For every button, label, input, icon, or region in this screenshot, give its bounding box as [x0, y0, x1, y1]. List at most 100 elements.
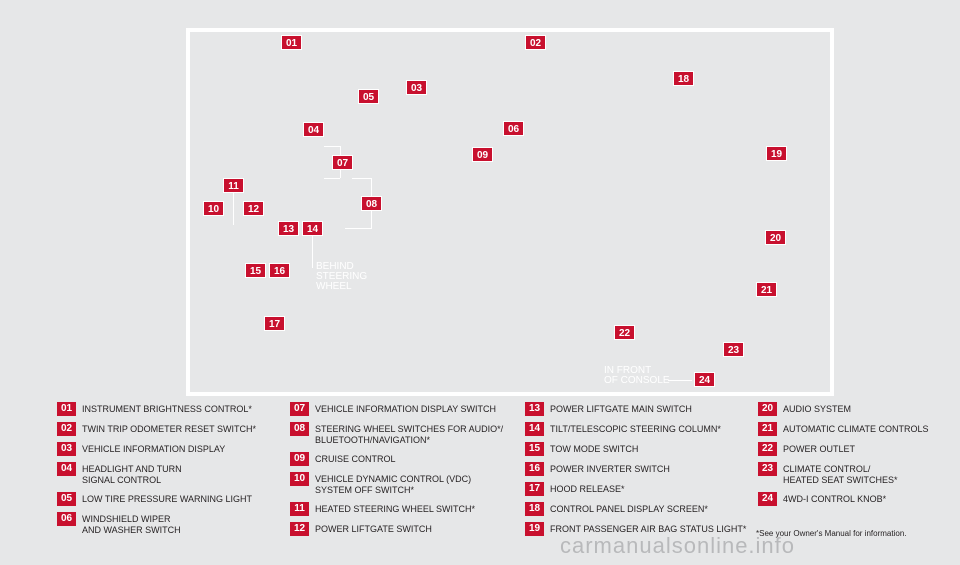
legend-label: TOW MODE SWITCH [550, 444, 639, 454]
legend-item: 01 INSTRUMENT BRIGHTNESS CONTROL* [57, 402, 277, 416]
legend-item: 13 POWER LIFTGATE MAIN SWITCH [525, 402, 760, 416]
marker-06[interactable]: 06 [503, 121, 524, 136]
marker-07[interactable]: 07 [332, 155, 353, 170]
legend-label: WINDSHIELD WIPER AND WASHER SWITCH [82, 514, 181, 535]
marker-05[interactable]: 05 [358, 89, 379, 104]
legend-number: 09 [290, 452, 309, 466]
legend-item: 12 POWER LIFTGATE SWITCH [290, 522, 525, 536]
marker-22[interactable]: 22 [614, 325, 635, 340]
legend-column-1: 01 INSTRUMENT BRIGHTNESS CONTROL* 02 TWIN … [57, 402, 277, 542]
legend-item: 11 HEATED STEERING WHEEL SWITCH* [290, 502, 525, 516]
connector-line [324, 146, 340, 147]
legend-column-2: 07 VEHICLE INFORMATION DISPLAY SWITCH 08 S… [290, 402, 525, 542]
legend-number: 13 [525, 402, 544, 416]
legend-label: CLIMATE CONTROL/ HEATED SEAT SWITCHES* [783, 464, 898, 485]
legend-number: 17 [525, 482, 544, 496]
marker-03[interactable]: 03 [406, 80, 427, 95]
legend-item: 09 CRUISE CONTROL [290, 452, 525, 466]
legend-number: 11 [290, 502, 309, 516]
legend-number: 21 [758, 422, 777, 436]
legend-item: 06 WINDSHIELD WIPER AND WASHER SWITCH [57, 512, 277, 536]
legend-label: CRUISE CONTROL [315, 454, 396, 464]
callout-behind-steering-wheel: BEHIND STEERING WHEEL [316, 261, 368, 292]
legend-label: CONTROL PANEL DISPLAY SCREEN* [550, 504, 708, 514]
legend-number: 16 [525, 462, 544, 476]
legend-label: AUTOMATIC CLIMATE CONTROLS [783, 424, 929, 434]
legend-number: 04 [57, 462, 76, 476]
legend-label: POWER OUTLET [783, 444, 856, 454]
footnote: *See your Owner's Manual for information… [756, 529, 907, 538]
legend-label: HEADLIGHT AND TURN SIGNAL CONTROL [82, 464, 182, 485]
legend-number: 05 [57, 492, 76, 506]
legend-label: HEATED STEERING WHEEL SWITCH* [315, 504, 476, 514]
legend-label: AUDIO SYSTEM [783, 404, 852, 414]
marker-17[interactable]: 17 [264, 316, 285, 331]
legend-item: 10 VEHICLE DYNAMIC CONTROL (VDC) SYSTEM O… [290, 472, 525, 496]
legend-item: 17 HOOD RELEASE* [525, 482, 760, 496]
legend-item: 20 AUDIO SYSTEM [758, 402, 953, 416]
legend-item: 18 CONTROL PANEL DISPLAY SCREEN* [525, 502, 760, 516]
legend-number: 24 [758, 492, 777, 506]
legend-number: 07 [290, 402, 309, 416]
connector-line [345, 228, 372, 229]
marker-23[interactable]: 23 [723, 342, 744, 357]
connector-line [352, 178, 372, 179]
legend-label: HOOD RELEASE* [550, 484, 625, 494]
legend-number: 20 [758, 402, 777, 416]
legend-number: 22 [758, 442, 777, 456]
legend-number: 12 [290, 522, 309, 536]
marker-18[interactable]: 18 [673, 71, 694, 86]
connector-line [668, 380, 692, 381]
legend-number: 03 [57, 442, 76, 456]
legend-item: 15 TOW MODE SWITCH [525, 442, 760, 456]
legend-label: TWIN TRIP ODOMETER RESET SWITCH* [82, 424, 257, 434]
legend-number: 15 [525, 442, 544, 456]
legend-item: 21 AUTOMATIC CLIMATE CONTROLS [758, 422, 953, 436]
legend-label: LOW TIRE PRESSURE WARNING LIGHT [82, 494, 253, 504]
legend-label: VEHICLE INFORMATION DISPLAY SWITCH [315, 404, 497, 414]
marker-01[interactable]: 01 [281, 35, 302, 50]
marker-12[interactable]: 12 [243, 201, 264, 216]
marker-19[interactable]: 19 [766, 146, 787, 161]
legend-item: 03 VEHICLE INFORMATION DISPLAY [57, 442, 277, 456]
watermark: carmanualsonline.info [560, 533, 796, 558]
legend-number: 23 [758, 462, 777, 476]
marker-24[interactable]: 24 [694, 372, 715, 387]
legend-label: POWER LIFTGATE MAIN SWITCH [550, 404, 692, 414]
connector-line [324, 178, 340, 179]
legend-item: 14 TILT/TELESCOPIC STEERING COLUMN* [525, 422, 760, 436]
marker-02[interactable]: 02 [525, 35, 546, 50]
connector-line [233, 193, 234, 225]
legend-number: 01 [57, 402, 76, 416]
dashboard-photo [186, 28, 834, 396]
legend-column-3: 13 POWER LIFTGATE MAIN SWITCH 14 TILT/TELE… [525, 402, 760, 542]
legend-item: 19 FRONT PASSENGER AIR BAG STATUS LIGHT* [525, 522, 760, 536]
legend-number: 18 [525, 502, 544, 516]
legend-item: 22 POWER OUTLET [758, 442, 953, 456]
marker-11[interactable]: 11 [223, 178, 244, 193]
marker-09[interactable]: 09 [472, 147, 493, 162]
legend-item: 05 LOW TIRE PRESSURE WARNING LIGHT [57, 492, 277, 506]
legend-label: 4WD-i CONTROL KNOB* [783, 494, 887, 504]
marker-15[interactable]: 15 [245, 263, 266, 278]
legend-number: 14 [525, 422, 544, 436]
legend-item: 16 POWER INVERTER SWITCH [525, 462, 760, 476]
marker-13[interactable]: 13 [278, 221, 299, 236]
legend-label: VEHICLE INFORMATION DISPLAY [82, 444, 226, 454]
legend-item: 24 4WD-i CONTROL KNOB* [758, 492, 953, 506]
legend-item: 08 STEERING WHEEL SWITCHES FOR AUDIO*/ BL… [290, 422, 525, 446]
legend-number: 19 [525, 522, 544, 536]
legend-label: POWER INVERTER SWITCH [550, 464, 670, 474]
marker-10[interactable]: 10 [203, 201, 224, 216]
legend-column-4: 20 AUDIO SYSTEM 21 AUTOMATIC CLIMATE CONTR… [758, 402, 953, 512]
marker-14[interactable]: 14 [302, 221, 323, 236]
marker-20[interactable]: 20 [765, 230, 786, 245]
marker-04[interactable]: 04 [303, 122, 324, 137]
marker-08[interactable]: 08 [361, 196, 382, 211]
legend-label: POWER LIFTGATE SWITCH [315, 524, 432, 534]
marker-21[interactable]: 21 [756, 282, 777, 297]
marker-16[interactable]: 16 [269, 263, 290, 278]
legend-item: 07 VEHICLE INFORMATION DISPLAY SWITCH [290, 402, 525, 416]
legend-label: STEERING WHEEL SWITCHES FOR AUDIO*/ BLUE… [315, 424, 504, 445]
legend-label: VEHICLE DYNAMIC CONTROL (VDC) SYSTEM OFF… [315, 474, 472, 495]
